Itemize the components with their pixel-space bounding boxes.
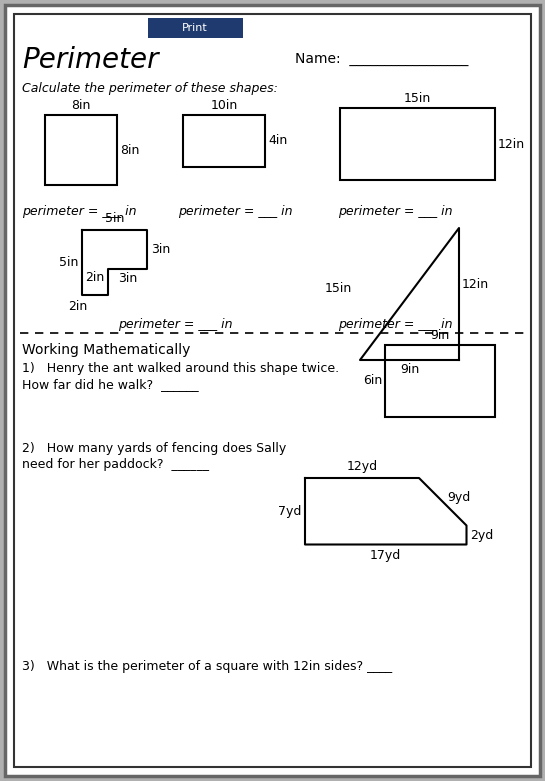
Text: 2in: 2in: [69, 300, 88, 313]
Text: 1)   Henry the ant walked around this shape twice.: 1) Henry the ant walked around this shap…: [22, 362, 339, 375]
Text: 15in: 15in: [404, 92, 431, 105]
Text: 2)   How many yards of fencing does Sally: 2) How many yards of fencing does Sally: [22, 442, 286, 455]
Text: perimeter = ___ in: perimeter = ___ in: [178, 205, 293, 218]
Text: 12in: 12in: [498, 137, 525, 151]
Text: Perimeter: Perimeter: [22, 46, 159, 74]
Text: Print: Print: [182, 23, 208, 33]
Text: 2yd: 2yd: [470, 529, 494, 541]
Text: perimeter = ___ in: perimeter = ___ in: [338, 318, 452, 331]
Text: 9in: 9in: [431, 329, 450, 342]
Text: 12in: 12in: [462, 279, 489, 291]
Text: 6in: 6in: [363, 375, 382, 387]
Text: 3)   What is the perimeter of a square with 12in sides? ____: 3) What is the perimeter of a square wit…: [22, 660, 392, 673]
Text: 3in: 3in: [118, 272, 137, 284]
Bar: [385, 345, 495, 417]
Text: 5in: 5in: [105, 212, 124, 225]
Text: perimeter = ___ in: perimeter = ___ in: [22, 205, 136, 218]
Text: 2in: 2in: [86, 271, 105, 284]
Text: 12yd: 12yd: [347, 460, 378, 473]
Text: perimeter = ___ in: perimeter = ___ in: [338, 205, 452, 218]
Text: 5in: 5in: [59, 256, 78, 269]
Text: 8in: 8in: [120, 144, 140, 156]
Bar: [340, 108, 495, 180]
Text: 9in: 9in: [401, 363, 420, 376]
Text: 10in: 10in: [210, 99, 238, 112]
Text: perimeter = ___ in: perimeter = ___ in: [118, 318, 233, 331]
Text: 3in: 3in: [151, 243, 170, 256]
Bar: [183, 115, 265, 167]
Text: need for her paddock?  ______: need for her paddock? ______: [22, 458, 209, 471]
Text: 15in: 15in: [325, 281, 352, 294]
Text: 9yd: 9yd: [447, 490, 471, 504]
Bar: [148, 18, 243, 38]
Text: 8in: 8in: [71, 99, 90, 112]
Text: Calculate the perimeter of these shapes:: Calculate the perimeter of these shapes:: [22, 82, 278, 95]
Text: Working Mathematically: Working Mathematically: [22, 343, 190, 357]
Text: Name:  _________________: Name: _________________: [295, 52, 468, 66]
Text: How far did he walk?  ______: How far did he walk? ______: [22, 378, 198, 391]
Text: 17yd: 17yd: [370, 549, 401, 562]
Bar: [45, 115, 117, 185]
Text: 7yd: 7yd: [278, 505, 301, 518]
Text: 4in: 4in: [268, 134, 287, 148]
